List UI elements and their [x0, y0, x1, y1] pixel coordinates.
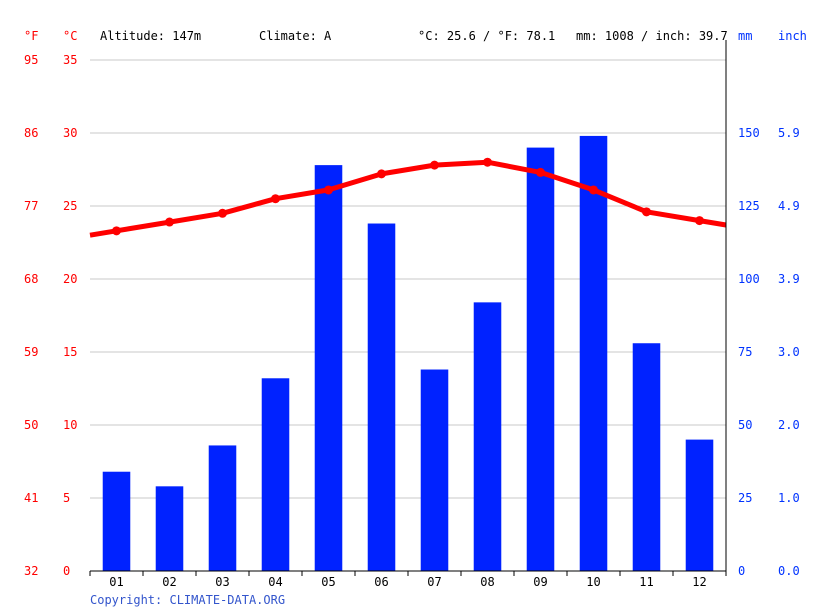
month-label: 10: [586, 575, 600, 589]
precipitation-bar: [526, 147, 555, 571]
precipitation-bar: [261, 378, 290, 571]
tick-label-celsius: 35: [63, 53, 77, 67]
temperature-point: [324, 185, 333, 195]
tick-label-celsius: 5: [63, 491, 70, 505]
climate-label: Climate: A: [259, 29, 332, 43]
tick-label-mm: 0: [738, 564, 745, 578]
month-label: 07: [427, 575, 441, 589]
tick-label-inch: 3.0: [778, 345, 800, 359]
temperature-point: [271, 194, 280, 204]
temperature-point: [430, 160, 439, 170]
precipitation-bars: [102, 135, 714, 572]
precipitation-bar: [102, 471, 131, 571]
tick-label-mm: 150: [738, 126, 760, 140]
precipitation-bar: [155, 486, 184, 571]
precipitation-bar: [367, 223, 396, 571]
precipitation-bar: [685, 439, 714, 571]
month-label: 05: [321, 575, 335, 589]
average-temperature-label: °C: 25.6 / °F: 78.1: [418, 29, 555, 43]
precipitation-bar: [473, 302, 502, 571]
tick-label-celsius: 10: [63, 418, 77, 432]
temperature-point: [112, 226, 121, 236]
tick-label-fahrenheit: 68: [24, 272, 38, 286]
temperature-point: [377, 169, 386, 179]
precipitation-bar: [314, 165, 343, 571]
tick-label-inch: 4.9: [778, 199, 800, 213]
tick-label-celsius: 25: [63, 199, 77, 213]
month-label: 08: [480, 575, 494, 589]
precipitation-bar: [579, 135, 608, 572]
axes: [89, 40, 727, 576]
month-label: 09: [533, 575, 547, 589]
tick-label-inch: 0.0: [778, 564, 800, 578]
month-label: 06: [374, 575, 388, 589]
precipitation-bar: [208, 445, 237, 571]
month-label: 03: [215, 575, 229, 589]
altitude-label: Altitude: 147m: [100, 29, 201, 43]
month-label: 02: [162, 575, 176, 589]
temperature-point: [165, 217, 174, 227]
tick-label-fahrenheit: 86: [24, 126, 38, 140]
month-label: 12: [692, 575, 706, 589]
tick-label-inch: 1.0: [778, 491, 800, 505]
temperature-point: [589, 185, 598, 195]
tick-label-fahrenheit: 41: [24, 491, 38, 505]
tick-label-fahrenheit: 95: [24, 53, 38, 67]
unit-mm-label: mm: [738, 29, 752, 43]
tick-labels: 0 32 5 41 10 50 15 59 20 68 25 77 30 86 35 95 0 0.0 25 1.0 5…: [24, 53, 800, 589]
unit-inch-label: inch: [778, 29, 807, 43]
tick-label-mm: 100: [738, 272, 760, 286]
precipitation-bar: [632, 343, 661, 571]
tick-label-mm: 25: [738, 491, 752, 505]
temperature-point: [536, 167, 545, 177]
temperature-point: [695, 216, 704, 226]
total-precipitation-label: mm: 1008 / inch: 39.7: [576, 29, 728, 43]
temperature-point: [483, 157, 492, 167]
tick-label-mm: 75: [738, 345, 752, 359]
tick-label-fahrenheit: 32: [24, 564, 38, 578]
tick-label-inch: 5.9: [778, 126, 800, 140]
unit-celsius-label: °C: [63, 29, 77, 43]
month-label: 01: [109, 575, 123, 589]
tick-label-fahrenheit: 59: [24, 345, 38, 359]
unit-fahrenheit-label: °F: [24, 29, 38, 43]
tick-label-celsius: 30: [63, 126, 77, 140]
precipitation-bar: [420, 369, 449, 571]
tick-label-mm: 50: [738, 418, 752, 432]
month-label: 11: [639, 575, 653, 589]
temperature-point: [218, 208, 227, 218]
tick-label-inch: 3.9: [778, 272, 800, 286]
temperature-series-line: [89, 159, 727, 238]
tick-label-fahrenheit: 50: [24, 418, 38, 432]
temperature-point: [642, 207, 651, 217]
tick-label-celsius: 15: [63, 345, 77, 359]
tick-label-inch: 2.0: [778, 418, 800, 432]
tick-label-celsius: 0: [63, 564, 70, 578]
gridlines: [90, 59, 726, 499]
tick-label-fahrenheit: 77: [24, 199, 38, 213]
month-label: 04: [268, 575, 282, 589]
tick-label-celsius: 20: [63, 272, 77, 286]
copyright-text: Copyright: CLIMATE-DATA.ORG: [90, 593, 285, 607]
tick-label-mm: 125: [738, 199, 760, 213]
temperature-line: [89, 157, 727, 238]
